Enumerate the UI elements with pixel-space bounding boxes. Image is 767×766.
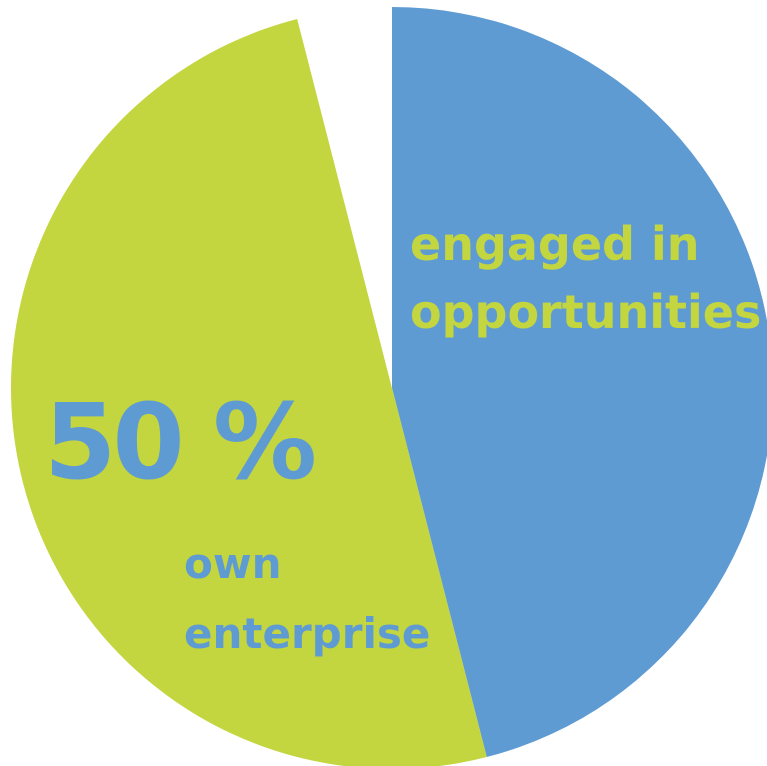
pie-slice-gap	[297, 7, 392, 388]
pie-slices	[11, 7, 767, 766]
pie-slice-own-enterprise	[11, 18, 487, 766]
own-label-line-1: own	[184, 539, 282, 588]
own-label-line-2: enterprise	[184, 609, 430, 658]
engaged-label-line-1: engaged in	[410, 217, 700, 271]
pie-slice-engaged	[392, 7, 767, 758]
percent-label: 50 %	[44, 381, 314, 503]
engaged-label-line-2: opportunities	[410, 285, 761, 339]
